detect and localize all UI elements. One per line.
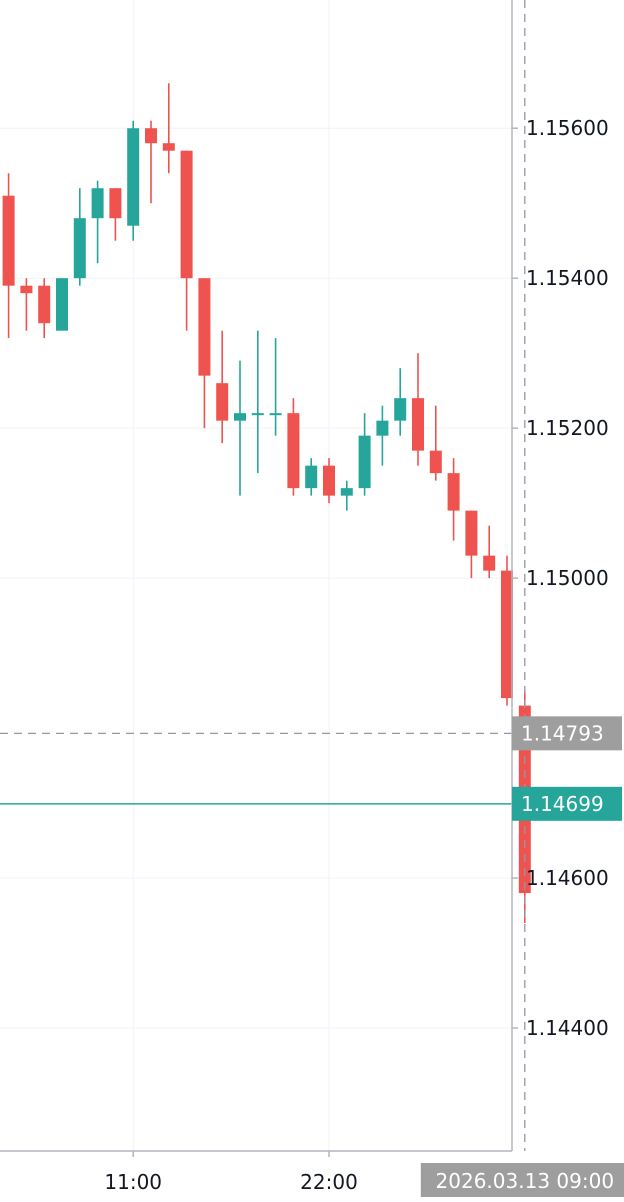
candle-body xyxy=(127,128,140,226)
x-tick-label: 22:00 xyxy=(300,1170,358,1194)
price-lines-layer xyxy=(0,0,526,1151)
candle-body xyxy=(91,188,104,219)
candle xyxy=(358,413,371,496)
candle xyxy=(340,480,353,511)
candle xyxy=(412,353,424,466)
candle-body xyxy=(501,570,513,699)
candle-body xyxy=(251,413,264,416)
candle xyxy=(145,120,157,204)
y-tick-label: 1.15200 xyxy=(526,416,609,440)
candle-body xyxy=(2,195,15,286)
candle xyxy=(501,555,513,706)
candle xyxy=(91,180,104,264)
candle-body xyxy=(287,413,300,489)
candle xyxy=(109,188,122,241)
grid-layer xyxy=(0,0,512,1151)
y-tick-label: 1.14400 xyxy=(526,1016,609,1040)
candle xyxy=(447,458,460,541)
candle-body xyxy=(180,150,193,279)
candle xyxy=(180,150,193,331)
candle-body xyxy=(73,218,86,279)
candle-body xyxy=(376,420,389,436)
candle-body xyxy=(358,435,371,489)
candle-body xyxy=(412,398,424,451)
candle-body xyxy=(429,450,442,474)
candle xyxy=(162,83,175,174)
crosshair-time-tag-bg xyxy=(420,1163,624,1197)
candle-layer xyxy=(2,83,531,924)
candle xyxy=(2,173,15,339)
current-price-tag-bg xyxy=(512,786,622,821)
candle xyxy=(56,278,68,331)
candle-body xyxy=(162,143,175,151)
candle-body xyxy=(216,383,229,421)
x-tick-label: 11:00 xyxy=(104,1170,162,1194)
candle-body xyxy=(198,278,211,376)
y-tick-label: 1.15600 xyxy=(526,116,609,140)
candle xyxy=(198,278,211,429)
y-tick-label: 1.15400 xyxy=(526,266,609,290)
candle xyxy=(287,398,300,496)
candle-body xyxy=(447,473,460,511)
candle xyxy=(305,458,318,496)
y-tick-label: 1.14600 xyxy=(526,866,609,890)
candle-body xyxy=(465,510,478,556)
candle-body xyxy=(323,465,335,496)
candle-body xyxy=(20,285,33,294)
candle-body xyxy=(109,188,122,219)
candle-body xyxy=(340,488,353,496)
candle xyxy=(465,510,478,579)
current-price-label: 1.14699 xyxy=(521,792,604,816)
candle xyxy=(483,525,496,579)
candle xyxy=(394,368,407,436)
candle-body xyxy=(38,285,51,324)
candle xyxy=(251,330,264,474)
candle xyxy=(20,278,33,331)
crosshair-price-tag: 1.14793 xyxy=(512,716,622,751)
current-price-tag: 1.14699 xyxy=(512,786,622,821)
candle xyxy=(323,458,335,504)
candle-body xyxy=(56,278,68,331)
axis-labels-layer: 1.15600 1.15400 1.15200 1.15000 1.14600 1.144… xyxy=(104,116,624,1197)
candle-body xyxy=(305,465,318,489)
crosshair-price-tag-bg xyxy=(512,716,622,751)
crosshair-price-label: 1.14793 xyxy=(521,721,604,745)
candle xyxy=(234,360,246,496)
axes-layer xyxy=(0,0,518,1157)
candle xyxy=(73,188,86,286)
candle xyxy=(38,278,51,339)
candle-body xyxy=(483,555,496,571)
candle xyxy=(376,405,389,466)
y-tick-label: 1.15000 xyxy=(526,566,609,590)
crosshair-time-label: 2026.03.13 09:00 xyxy=(436,1169,615,1193)
candle-body xyxy=(145,128,157,144)
candle-body xyxy=(269,413,282,416)
candle xyxy=(429,405,442,481)
candle xyxy=(269,338,282,436)
candle-body xyxy=(234,413,246,421)
crosshair-time-tag: 2026.03.13 09:00 xyxy=(420,1163,624,1197)
candle xyxy=(216,330,229,444)
candle xyxy=(127,120,140,241)
candle-body xyxy=(394,398,407,421)
